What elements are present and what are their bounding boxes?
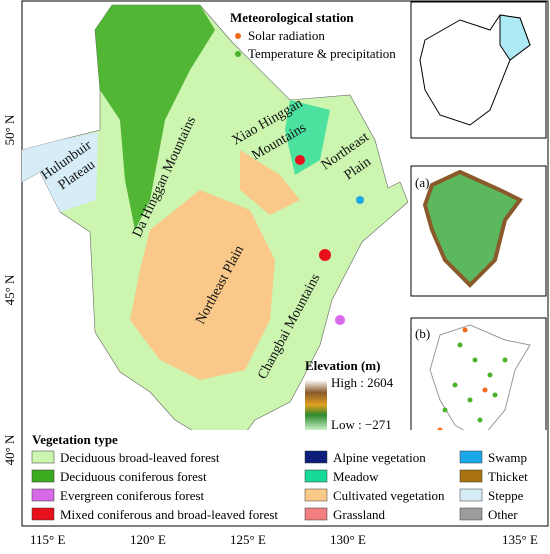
legend-swatch xyxy=(304,507,328,521)
legend-label: Alpine vegetation xyxy=(333,450,426,465)
y-tick-label: 40° N xyxy=(2,434,17,465)
legend-swatch xyxy=(304,469,328,483)
legend-swatch xyxy=(459,507,483,521)
legend-label: Other xyxy=(488,507,518,522)
legend-label: Thicket xyxy=(488,469,528,484)
legend-label: Meadow xyxy=(333,469,379,484)
elevation-low: Low : −271 xyxy=(331,417,392,432)
legend-label: Grassland xyxy=(333,507,385,522)
x-tick-label: 120° E xyxy=(130,532,166,547)
station-map xyxy=(429,324,531,441)
legend-title: Elevation (m) xyxy=(305,358,380,373)
x-tick-label: 115° E xyxy=(30,532,65,547)
station-dots xyxy=(422,327,508,443)
legend-label: Mixed coniferous and broad-leaved forest xyxy=(60,507,278,522)
inset-label: (a) xyxy=(415,175,429,190)
y-tick-label: 45° N xyxy=(2,274,17,305)
coniferous-area xyxy=(95,5,215,230)
legend-label: Temperature & precipitation xyxy=(248,46,396,61)
legend-label: Steppe xyxy=(488,488,524,503)
legend-swatch xyxy=(31,469,55,483)
legend-label: Deciduous coniferous forest xyxy=(60,469,207,484)
x-tick-label: 135° E xyxy=(502,532,538,547)
legend-swatch xyxy=(31,507,55,521)
legend-swatch xyxy=(31,488,55,502)
elevation-high: High : 2604 xyxy=(331,375,394,390)
x-tick-label: 125° E xyxy=(230,532,266,547)
mixed-forest-patch xyxy=(295,155,305,165)
legend-swatch xyxy=(304,488,328,502)
legend-label: Evergreen coniferous forest xyxy=(60,488,205,503)
steppe-area xyxy=(22,132,98,212)
legend-title: Meteorological station xyxy=(230,10,354,25)
y-tick-label: 50° N xyxy=(2,114,17,145)
evergreen-patch xyxy=(335,315,345,325)
mixed-forest-patch xyxy=(319,249,331,261)
inset-label: (b) xyxy=(415,326,430,341)
cultivated-area xyxy=(240,150,300,215)
legend-label: Swamp xyxy=(488,450,527,465)
study-area-highlight xyxy=(499,14,531,61)
legend-title: Vegetation type xyxy=(32,432,118,447)
elevation-colorbar xyxy=(305,380,327,430)
legend-marker xyxy=(235,51,241,57)
legend-swatch xyxy=(304,450,328,464)
legend-swatch xyxy=(459,450,483,464)
legend-swatch xyxy=(459,488,483,502)
legend-label: Deciduous broad-leaved forest xyxy=(60,450,220,465)
x-tick-label: 130° E xyxy=(330,532,366,547)
meadow-area xyxy=(285,100,330,175)
legend-swatch xyxy=(459,469,483,483)
cultivated-area xyxy=(130,190,275,380)
legend-marker xyxy=(235,33,241,39)
legend-swatch xyxy=(31,450,55,464)
legend-label: Cultivated vegetation xyxy=(333,488,445,503)
legend-label: Solar radiation xyxy=(248,28,325,43)
swamp-patch xyxy=(356,196,364,204)
legend-box xyxy=(23,430,547,525)
elevation-map xyxy=(422,169,524,288)
